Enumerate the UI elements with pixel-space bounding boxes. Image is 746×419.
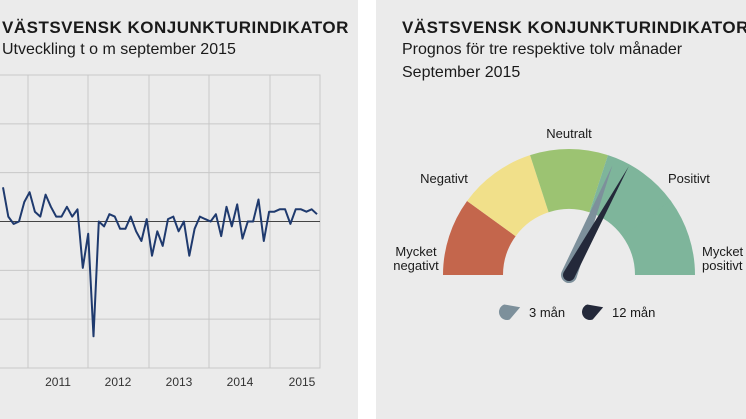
x-tick-label: 2014 <box>227 375 254 389</box>
gauge-segment <box>467 155 549 237</box>
right-panel-date: September 2015 <box>402 64 521 81</box>
left-panel-title: VÄSTSVENSK KONJUNKTURINDIKATOR <box>2 18 349 37</box>
legend-drop-shape <box>582 304 604 320</box>
needle-shape <box>561 165 613 283</box>
legend-12-man-label: 12 mån <box>612 305 655 320</box>
gauge-label: Mycket <box>395 244 437 259</box>
gauge-label: Mycket <box>702 244 744 259</box>
legend-3-man-icon <box>499 304 521 320</box>
left-panel-subtitle: Utveckling t o m september 2015 <box>2 41 236 58</box>
gauge-label: negativt <box>393 258 439 273</box>
needle-3-man <box>561 165 613 283</box>
right-panel: VÄSTSVENSK KONJUNKTURINDIKATOR Prognos f… <box>376 0 746 419</box>
gauge-label: positivt <box>702 258 743 273</box>
gauge-chart: MycketnegativtNegativtNeutraltPositivtMy… <box>393 126 744 320</box>
gauge-segment <box>622 200 695 275</box>
gauge-segment-divider <box>622 200 672 237</box>
series-line <box>2 187 318 338</box>
legend-3-man-label: 3 mån <box>529 305 565 320</box>
needle-12-man <box>563 166 629 281</box>
x-tick-label: 2013 <box>166 375 193 389</box>
legend-drop-shape <box>499 304 521 320</box>
gauge-segment <box>589 155 671 237</box>
line-chart: 2011 2012 2013 2014 2015 <box>0 74 321 389</box>
gauge-label: Positivt <box>668 171 710 186</box>
x-tick-label: 2012 <box>105 375 132 389</box>
gauge-label: Neutralt <box>546 126 592 141</box>
gauge-segment <box>530 149 608 213</box>
right-panel-subtitle: Prognos för tre respektive tolv månader <box>402 41 683 58</box>
left-panel: VÄSTSVENSK KONJUNKTURINDIKATOR Utvecklin… <box>0 0 358 419</box>
gauge-label: Negativt <box>420 171 468 186</box>
right-panel-title: VÄSTSVENSK KONJUNKTURINDIKATOR <box>402 18 746 37</box>
legend-12-man-icon <box>582 304 604 320</box>
x-tick-label: 2015 <box>289 375 316 389</box>
needle-shape <box>563 166 629 281</box>
gauge-segment <box>443 200 516 275</box>
x-tick-label: 2011 <box>45 375 71 389</box>
